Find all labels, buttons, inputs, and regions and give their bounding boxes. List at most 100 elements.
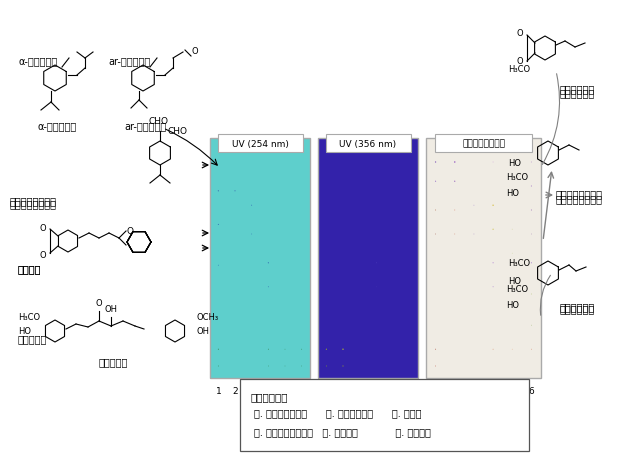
Text: １. カレーパウダー      ２. ターメリック      ３. クミン: １. カレーパウダー ２. ターメリック ３. クミン — [254, 407, 422, 417]
Text: H₃CO: H₃CO — [18, 313, 40, 322]
Text: 4: 4 — [266, 386, 271, 395]
Ellipse shape — [435, 162, 436, 163]
Text: CHO: CHO — [167, 126, 187, 135]
Text: 2: 2 — [340, 386, 346, 395]
Ellipse shape — [531, 162, 532, 163]
Text: 3: 3 — [249, 386, 255, 395]
Ellipse shape — [512, 253, 513, 254]
Text: イソオイゲノール: イソオイゲノール — [556, 188, 603, 199]
Ellipse shape — [512, 287, 513, 288]
Text: ビペリン: ビペリン — [18, 263, 42, 274]
Text: 1: 1 — [216, 386, 221, 395]
Text: 2: 2 — [452, 386, 458, 395]
Text: O: O — [40, 250, 46, 259]
Text: H₃CO: H₃CO — [508, 65, 530, 75]
Ellipse shape — [435, 349, 436, 350]
Ellipse shape — [512, 349, 513, 350]
Text: H₃CO: H₃CO — [508, 259, 530, 268]
Text: ar-ターメロン: ar-ターメロン — [124, 121, 166, 131]
Text: バニリン硫酸試薬: バニリン硫酸試薬 — [462, 139, 505, 148]
Ellipse shape — [492, 205, 493, 206]
Text: 3: 3 — [471, 386, 477, 395]
Text: OH: OH — [196, 327, 209, 336]
Text: OH: OH — [104, 304, 118, 313]
Ellipse shape — [531, 210, 532, 211]
Text: UV (254 nm): UV (254 nm) — [232, 139, 289, 148]
Text: 1: 1 — [323, 386, 329, 395]
Ellipse shape — [454, 181, 455, 182]
Bar — [218, 135, 303, 153]
Text: α-クルクメン: α-クルクメン — [37, 121, 77, 131]
Text: α-クルクメン: α-クルクメン — [18, 56, 57, 66]
Text: オイゲノール: オイゲノール — [560, 303, 595, 313]
Text: クミンアルデヒド: クミンアルデヒド — [10, 195, 57, 206]
Ellipse shape — [301, 349, 302, 350]
Ellipse shape — [454, 234, 455, 235]
Ellipse shape — [512, 229, 513, 230]
Text: HO: HO — [18, 327, 31, 336]
Text: クルクミン: クルクミン — [18, 333, 47, 343]
Ellipse shape — [268, 349, 269, 350]
Ellipse shape — [531, 349, 532, 350]
Text: H₃CO: H₃CO — [508, 139, 530, 148]
Text: UV (356 nm): UV (356 nm) — [339, 139, 397, 148]
Ellipse shape — [376, 287, 377, 288]
Bar — [426, 139, 541, 378]
Ellipse shape — [268, 263, 269, 264]
Text: 2: 2 — [232, 386, 238, 395]
Text: 4: 4 — [374, 386, 379, 395]
Text: O: O — [516, 30, 523, 38]
Text: 5: 5 — [509, 386, 515, 395]
Ellipse shape — [301, 366, 302, 367]
Text: イソオイゲノール: イソオイゲノール — [556, 194, 603, 204]
Ellipse shape — [342, 366, 344, 367]
Text: オイゲノール: オイゲノール — [560, 301, 595, 311]
Text: 5: 5 — [282, 386, 288, 395]
Ellipse shape — [218, 265, 219, 266]
Text: H₃CO: H₃CO — [506, 284, 528, 293]
Text: CHO: CHO — [148, 117, 168, 126]
Text: ビペリン: ビペリン — [18, 263, 42, 274]
Text: HO: HO — [508, 276, 521, 285]
Ellipse shape — [435, 366, 436, 367]
Ellipse shape — [531, 186, 532, 187]
Text: 6: 6 — [299, 386, 305, 395]
Text: O: O — [96, 298, 102, 307]
Text: O: O — [191, 46, 198, 56]
Bar — [435, 135, 532, 153]
Text: O: O — [516, 57, 523, 66]
Ellipse shape — [218, 191, 219, 192]
Text: OCH₃: OCH₃ — [196, 313, 218, 322]
Text: 【被験試料】: 【被験試料】 — [250, 391, 287, 401]
Bar — [326, 135, 410, 153]
Ellipse shape — [326, 366, 327, 367]
Text: ミリスチシン: ミリスチシン — [560, 84, 595, 94]
Ellipse shape — [531, 325, 532, 326]
Text: HO: HO — [508, 159, 521, 168]
Text: HO: HO — [506, 188, 519, 197]
Text: 5: 5 — [390, 386, 396, 395]
Text: H₃CO: H₃CO — [506, 172, 528, 181]
Bar — [318, 139, 418, 378]
Text: ar-ターメロン: ar-ターメロン — [108, 56, 150, 66]
Text: 6: 6 — [529, 386, 534, 395]
Text: 1: 1 — [433, 386, 438, 395]
Text: クルクミン: クルクミン — [99, 356, 128, 366]
Text: 3: 3 — [356, 386, 362, 395]
Ellipse shape — [435, 234, 436, 235]
Ellipse shape — [454, 210, 455, 211]
Ellipse shape — [531, 263, 532, 264]
Text: O: O — [40, 224, 46, 233]
Ellipse shape — [218, 366, 219, 367]
Text: クミンアルデヒド: クミンアルデヒド — [10, 199, 57, 208]
Ellipse shape — [268, 287, 269, 288]
Ellipse shape — [435, 210, 436, 211]
Bar — [210, 139, 310, 378]
Ellipse shape — [342, 349, 344, 350]
Text: 6: 6 — [407, 386, 413, 395]
Ellipse shape — [454, 162, 456, 163]
Ellipse shape — [531, 234, 532, 235]
Text: O: O — [127, 227, 134, 236]
Text: 4: 4 — [490, 386, 496, 395]
Ellipse shape — [234, 191, 236, 192]
